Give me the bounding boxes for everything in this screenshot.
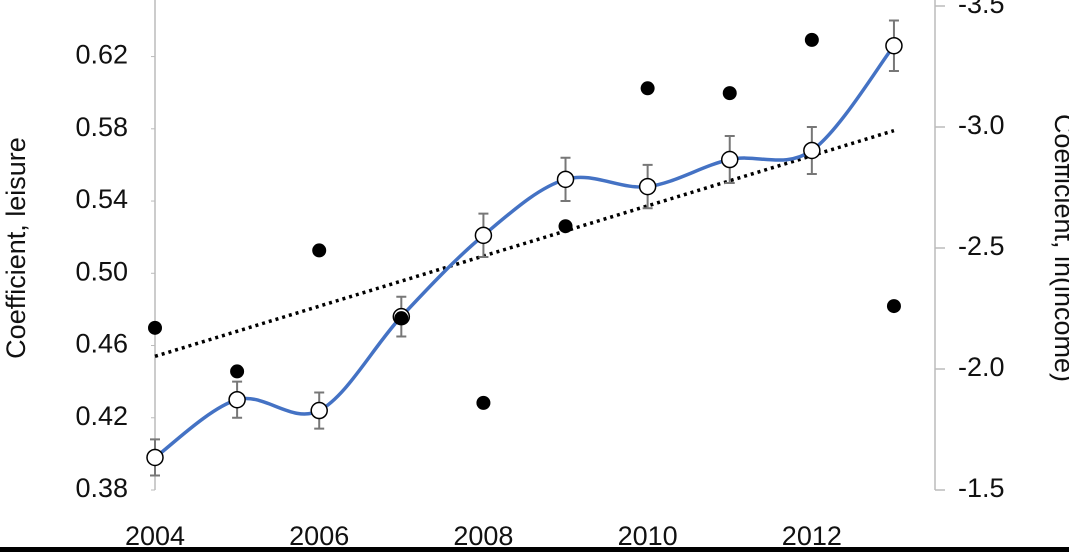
marker	[476, 395, 491, 410]
y2-tick-label: -3.0	[958, 110, 1005, 140]
marker	[394, 311, 409, 326]
y2-tick-label: -2.5	[958, 231, 1005, 261]
marker	[312, 243, 327, 258]
marker	[148, 320, 162, 335]
y-tick-label: 0.46	[75, 329, 128, 359]
marker	[228, 390, 246, 409]
marker	[803, 141, 821, 160]
marker	[885, 36, 903, 55]
series-line	[153, 44, 896, 459]
y-axis-title: Coefficient, leisure	[1, 137, 31, 359]
y2-tick-label: -1.5	[958, 473, 1005, 503]
y-tick-label: 0.50	[75, 256, 128, 286]
x-tick-label: 2006	[289, 521, 349, 551]
trendline	[154, 128, 895, 359]
x-tick-label: 2012	[782, 521, 842, 551]
marker	[146, 448, 164, 467]
marker	[722, 86, 737, 101]
marker	[804, 32, 819, 47]
bottom-bar	[0, 547, 1069, 552]
y2-axis-title: Coefficient, ln(income)	[1049, 114, 1069, 382]
y-tick-label: 0.42	[75, 401, 128, 431]
marker	[886, 299, 901, 314]
y2-tick-label: -2.0	[958, 352, 1005, 382]
y-tick-label: 0.58	[75, 112, 128, 142]
marker	[474, 226, 493, 245]
marker	[556, 170, 575, 189]
x-tick-label: 2004	[125, 521, 185, 551]
y-tick-label: 0.54	[75, 184, 128, 214]
x-tick-label: 2008	[453, 521, 513, 551]
marker	[638, 177, 657, 196]
marker	[558, 219, 573, 234]
y2-tick-label: -3.5	[958, 0, 1005, 19]
marker	[310, 401, 328, 420]
marker	[640, 81, 655, 96]
y-tick-label: 0.62	[75, 40, 128, 70]
marker	[230, 364, 245, 379]
y-tick-label: 0.38	[75, 473, 128, 503]
x-tick-label: 2010	[618, 521, 678, 551]
marker	[720, 150, 739, 169]
